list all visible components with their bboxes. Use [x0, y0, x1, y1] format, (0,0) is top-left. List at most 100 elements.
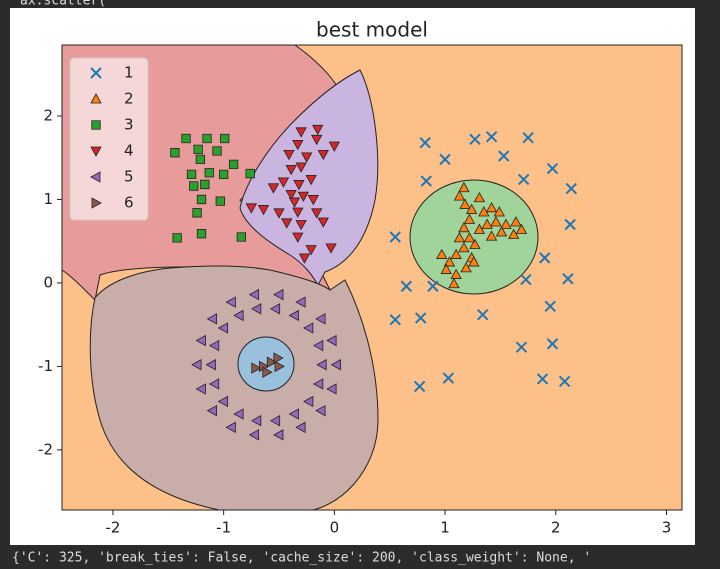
point: [215, 196, 225, 206]
legend-marker: [90, 93, 102, 104]
point: [295, 220, 307, 231]
point: [267, 183, 280, 194]
point: [218, 169, 229, 180]
point: [217, 322, 229, 334]
point: [245, 203, 258, 214]
point: [298, 253, 311, 264]
point: [312, 124, 324, 136]
point: [493, 206, 506, 217]
point: [458, 242, 470, 253]
point: [565, 182, 577, 195]
point: [193, 144, 203, 155]
x-tick-label: 3: [662, 519, 672, 537]
legend-label: 1: [124, 64, 134, 82]
point: [539, 252, 551, 264]
point: [453, 232, 466, 243]
point: [326, 334, 337, 347]
point: [436, 248, 448, 259]
point: [195, 154, 206, 165]
point: [450, 248, 462, 259]
point: [440, 263, 452, 274]
point: [293, 180, 305, 191]
point: [544, 300, 556, 313]
point: [473, 223, 486, 234]
legend-marker: [91, 197, 102, 209]
point: [170, 148, 180, 158]
point: [277, 177, 290, 188]
point: [233, 309, 244, 322]
output-line: {'C': 325, 'break_ties': False, 'cache_s…: [12, 551, 591, 566]
point: [208, 378, 220, 390]
point: [285, 190, 297, 201]
code-line: ax.scatter(: [20, 0, 106, 9]
point: [217, 395, 229, 408]
legend-marker: [91, 120, 101, 130]
point: [189, 181, 199, 191]
point: [450, 268, 462, 279]
point: [317, 149, 329, 161]
point: [297, 191, 310, 202]
x-tick-label: 2: [551, 519, 561, 537]
point: [546, 162, 559, 175]
point: [316, 359, 327, 371]
point: [181, 133, 191, 144]
point: [310, 208, 323, 219]
legend-label: 6: [124, 194, 134, 212]
point: [251, 303, 262, 315]
point: [315, 404, 326, 417]
point: [463, 213, 476, 224]
legend-label: 4: [124, 142, 134, 160]
point: [245, 168, 255, 179]
point: [305, 245, 317, 256]
point: [515, 223, 528, 234]
points: [170, 124, 577, 441]
point: [273, 208, 285, 219]
point: [248, 429, 260, 441]
point: [477, 308, 489, 321]
point: [562, 273, 574, 285]
point: [498, 150, 510, 162]
point: [473, 191, 486, 203]
point: [257, 205, 270, 216]
x-tick-label: 1: [440, 519, 450, 537]
point: [273, 288, 284, 301]
point: [459, 198, 471, 209]
point: [510, 216, 522, 227]
region: [237, 336, 295, 392]
point: [522, 131, 534, 144]
x-tick-label: -1: [216, 519, 231, 537]
legend-label: 5: [124, 168, 134, 186]
point: [546, 338, 559, 350]
point: [485, 131, 498, 143]
point: [288, 408, 299, 420]
point: [458, 181, 470, 193]
point: [389, 231, 401, 243]
point: [192, 208, 202, 218]
point: [269, 414, 281, 427]
point: [465, 203, 478, 214]
point: [307, 195, 320, 206]
point: [262, 366, 273, 378]
point: [460, 262, 472, 273]
point: [558, 375, 571, 388]
region: [409, 179, 539, 295]
point: [283, 149, 295, 161]
point: [419, 136, 431, 149]
point: [208, 339, 220, 352]
point: [313, 339, 324, 352]
point: [205, 359, 216, 371]
point: [288, 309, 299, 322]
point: [389, 313, 401, 326]
point: [273, 352, 284, 364]
point: [206, 313, 217, 325]
point: [415, 312, 427, 324]
point: [427, 280, 439, 292]
plot-frame: [61, 44, 683, 511]
x-tick-label: -2: [105, 519, 120, 537]
point: [295, 162, 307, 173]
point: [225, 421, 236, 434]
regions: [62, 45, 682, 510]
point: [303, 322, 314, 334]
point: [269, 303, 281, 315]
point: [204, 168, 214, 178]
